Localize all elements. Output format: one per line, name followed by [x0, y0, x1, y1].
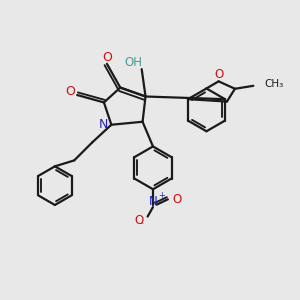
Text: N: N [149, 195, 158, 208]
Text: CH₃: CH₃ [265, 79, 284, 89]
Text: O: O [214, 68, 223, 81]
Text: +: + [158, 191, 165, 200]
Text: O: O [66, 85, 76, 98]
Text: O: O [173, 193, 182, 206]
Text: O: O [102, 51, 112, 64]
Text: ⁻: ⁻ [139, 222, 144, 232]
Text: OH: OH [124, 56, 142, 69]
Text: N: N [99, 118, 109, 131]
Text: O: O [134, 214, 143, 226]
